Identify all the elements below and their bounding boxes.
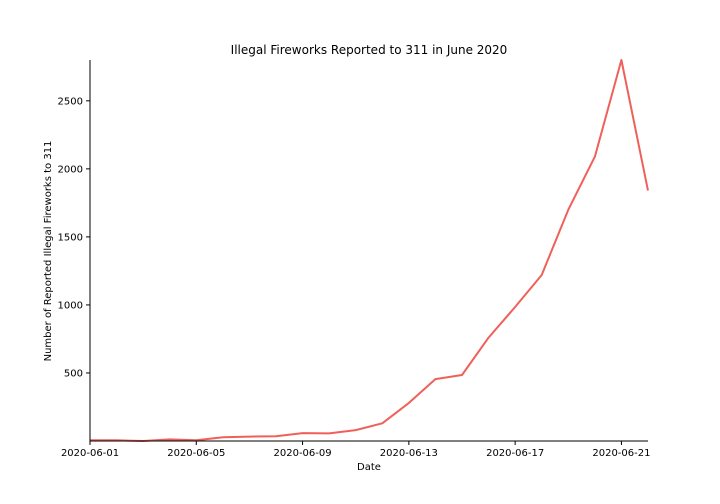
x-tick-label: 2020-06-01 [61,448,119,459]
y-axis-label: Number of Reported Illegal Fireworks to … [43,141,54,362]
x-tick-label: 2020-06-05 [167,448,225,459]
x-axis-ticks: 2020-06-01 2020-06-05 2020-06-09 2020-06-13… [61,441,650,459]
x-tick-label: 2020-06-13 [380,448,438,459]
chart-title: Illegal Fireworks Reported to 311 in Jun… [231,43,508,57]
x-tick-label: 2020-06-21 [592,448,650,459]
y-tick-label: 500 [64,368,83,379]
series-line [90,59,649,442]
x-tick-label: 2020-06-09 [274,448,332,459]
y-tick-label: 1500 [58,232,83,243]
y-tick-label: 2000 [58,164,83,175]
y-tick-label: 2500 [58,96,83,107]
y-tick-label: 1000 [58,300,83,311]
y-axis-ticks: 500 1000 1500 2000 2500 [58,96,90,379]
x-tick-label: 2020-06-17 [486,448,544,459]
plot-area [90,59,649,442]
x-axis-label: Date [357,462,381,473]
